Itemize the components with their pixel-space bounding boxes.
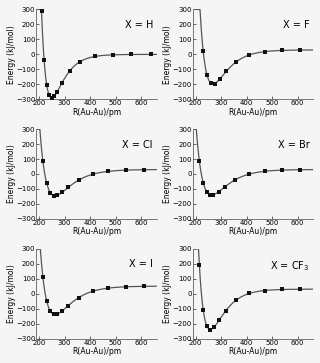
- Point: [262, 49, 267, 54]
- Y-axis label: Energy (kJ/mol): Energy (kJ/mol): [7, 25, 16, 84]
- Point: [54, 89, 60, 95]
- Point: [47, 92, 52, 98]
- Point: [48, 190, 53, 196]
- Point: [212, 81, 217, 86]
- Point: [44, 180, 49, 186]
- Point: [197, 158, 202, 164]
- Point: [233, 177, 238, 183]
- Point: [197, 262, 202, 268]
- Point: [223, 308, 228, 314]
- Point: [44, 82, 49, 87]
- Y-axis label: Energy (kJ/mol): Energy (kJ/mol): [164, 144, 172, 203]
- Point: [233, 297, 238, 303]
- Point: [217, 76, 222, 82]
- Point: [201, 48, 206, 54]
- Point: [54, 192, 60, 198]
- Text: X = I: X = I: [129, 260, 153, 269]
- Point: [39, 8, 44, 14]
- Point: [247, 52, 252, 58]
- Point: [247, 171, 252, 177]
- Point: [123, 167, 128, 173]
- Point: [208, 327, 213, 333]
- Point: [110, 52, 116, 58]
- Point: [93, 53, 98, 59]
- Point: [76, 177, 81, 183]
- Point: [52, 93, 57, 99]
- Point: [123, 284, 128, 290]
- Point: [149, 52, 154, 57]
- Point: [105, 285, 110, 291]
- Point: [128, 52, 133, 57]
- Point: [48, 309, 53, 314]
- Text: X = Cl: X = Cl: [123, 140, 153, 150]
- Point: [204, 72, 210, 78]
- Point: [105, 168, 110, 174]
- Point: [54, 311, 60, 317]
- Point: [77, 59, 83, 65]
- Point: [67, 68, 72, 74]
- Point: [298, 47, 303, 53]
- X-axis label: R(Au-Au)/pm: R(Au-Au)/pm: [228, 347, 277, 356]
- Point: [204, 323, 210, 329]
- Point: [42, 57, 47, 63]
- Text: X = Br: X = Br: [278, 140, 309, 150]
- Point: [224, 69, 229, 74]
- Text: X = CF$_3$: X = CF$_3$: [270, 260, 309, 273]
- X-axis label: R(Au-Au)/pm: R(Au-Au)/pm: [72, 108, 121, 117]
- Point: [234, 59, 239, 65]
- Point: [216, 318, 221, 323]
- Point: [141, 284, 146, 289]
- Text: X = H: X = H: [124, 20, 153, 30]
- X-axis label: R(Au-Au)/pm: R(Au-Au)/pm: [72, 228, 121, 236]
- Point: [60, 189, 65, 195]
- Point: [222, 184, 228, 190]
- Text: X = F: X = F: [283, 20, 309, 30]
- Point: [60, 80, 65, 86]
- Point: [51, 193, 56, 199]
- Point: [90, 171, 95, 177]
- Point: [49, 95, 54, 101]
- Point: [201, 307, 206, 313]
- Point: [262, 287, 267, 293]
- Point: [280, 167, 285, 173]
- Y-axis label: Energy (kJ/mol): Energy (kJ/mol): [164, 25, 172, 84]
- X-axis label: R(Au-Au)/pm: R(Au-Au)/pm: [228, 228, 277, 236]
- Y-axis label: Energy (kJ/mol): Energy (kJ/mol): [164, 264, 172, 323]
- Point: [40, 274, 45, 280]
- Point: [90, 288, 95, 294]
- Point: [208, 80, 213, 86]
- Point: [208, 192, 213, 198]
- Y-axis label: Energy (kJ/mol): Energy (kJ/mol): [7, 144, 16, 203]
- Point: [40, 158, 45, 164]
- Point: [280, 287, 285, 293]
- Point: [211, 325, 216, 330]
- Point: [51, 311, 56, 317]
- X-axis label: R(Au-Au)/pm: R(Au-Au)/pm: [72, 347, 121, 356]
- Point: [262, 168, 267, 174]
- X-axis label: R(Au-Au)/pm: R(Au-Au)/pm: [228, 108, 277, 117]
- Point: [76, 295, 81, 301]
- Y-axis label: Energy (kJ/mol): Energy (kJ/mol): [7, 264, 16, 323]
- Point: [66, 184, 71, 190]
- Point: [60, 308, 65, 314]
- Point: [201, 180, 206, 185]
- Point: [66, 303, 71, 309]
- Point: [247, 291, 252, 297]
- Point: [44, 298, 49, 304]
- Point: [280, 48, 285, 53]
- Point: [211, 192, 216, 197]
- Point: [216, 189, 221, 195]
- Point: [141, 167, 146, 173]
- Point: [204, 189, 210, 195]
- Point: [298, 286, 303, 292]
- Point: [298, 167, 303, 173]
